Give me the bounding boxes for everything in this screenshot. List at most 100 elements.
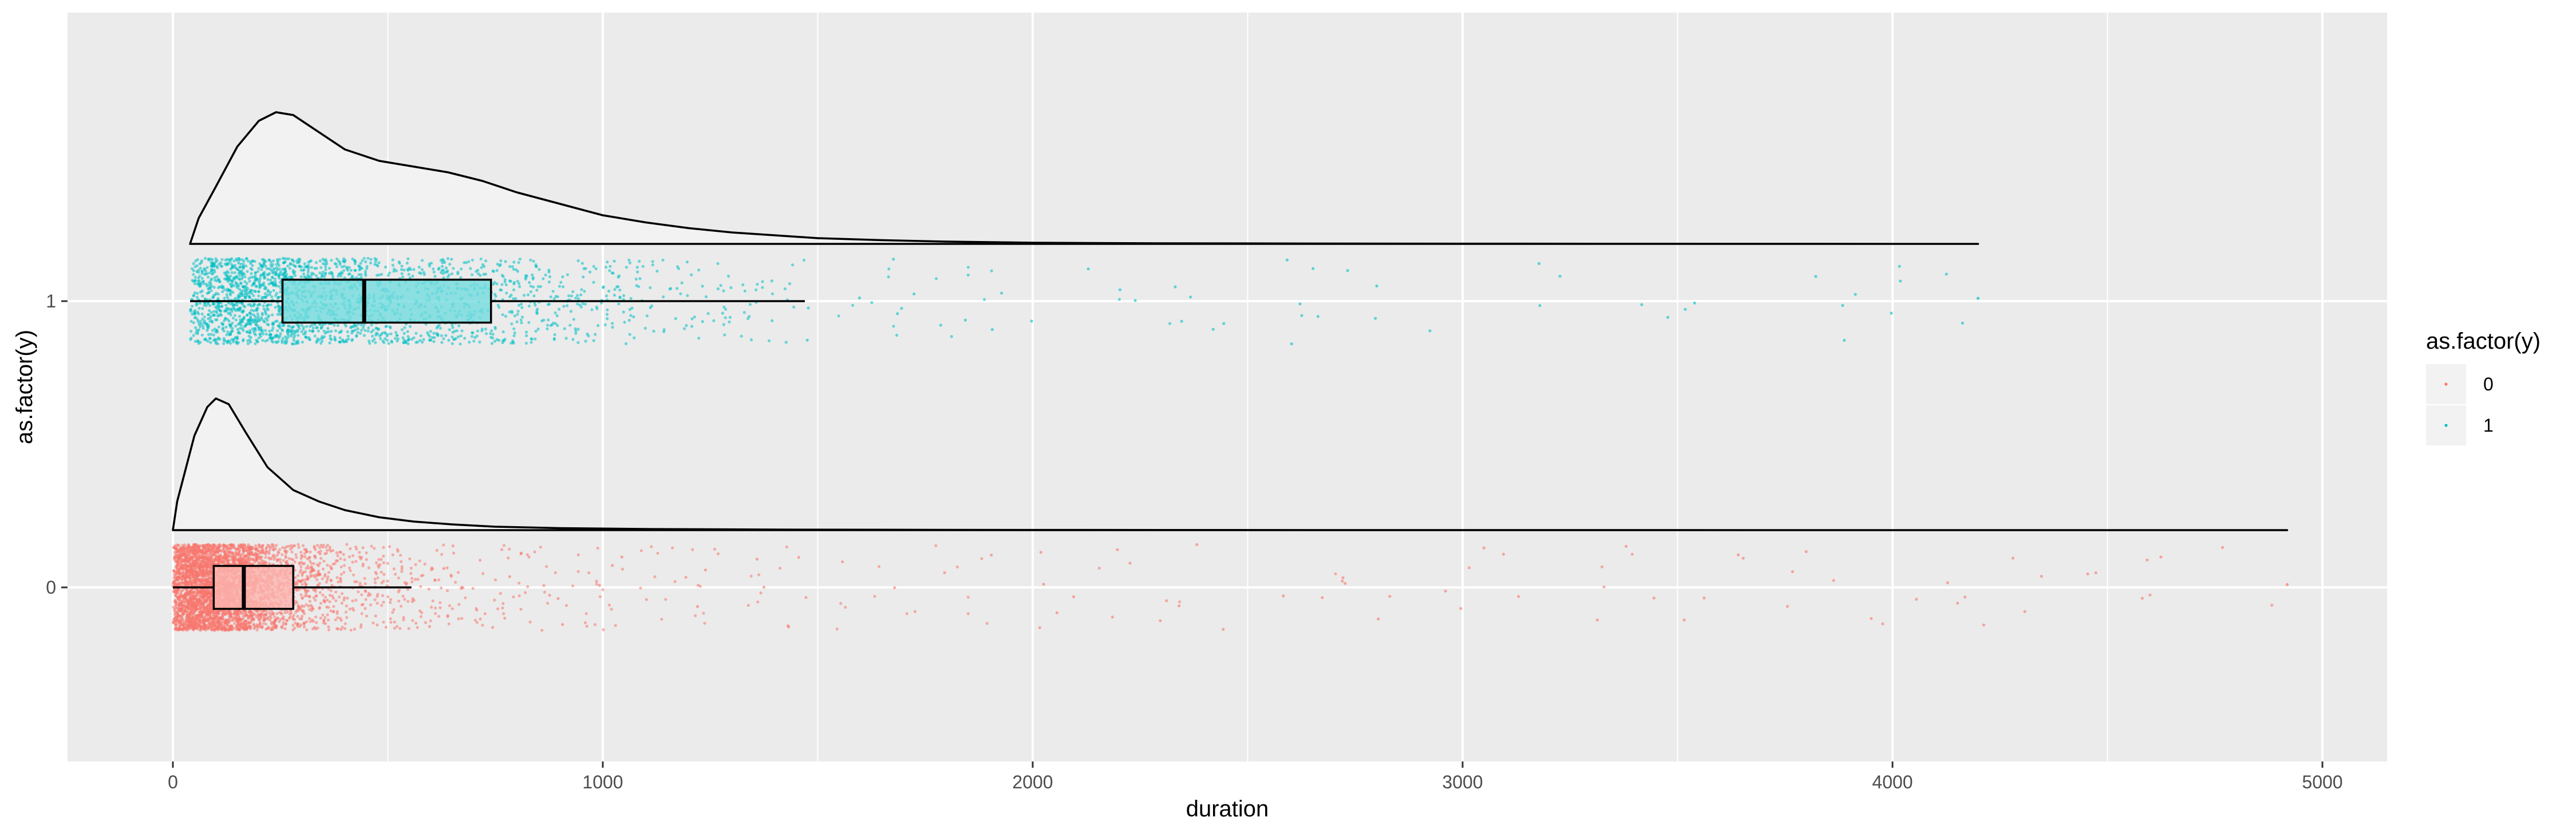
data-point: [468, 341, 471, 344]
data-point: [547, 270, 551, 274]
data-point: [272, 554, 275, 557]
data-point: [268, 546, 272, 550]
data-point: [283, 611, 287, 614]
data-point: [483, 612, 487, 615]
data-point: [279, 618, 282, 621]
data-point: [195, 598, 199, 601]
data-point: [315, 578, 319, 582]
data-point: [364, 607, 367, 610]
data-point: [1502, 552, 1506, 556]
data-point: [361, 564, 365, 568]
data-point: [1341, 579, 1344, 583]
data-point: [325, 605, 329, 609]
data-point: [334, 559, 338, 563]
data-point: [661, 258, 665, 262]
data-point: [2140, 597, 2144, 600]
data-point: [358, 584, 362, 587]
data-point: [289, 615, 292, 618]
data-point: [352, 609, 355, 612]
data-point: [445, 566, 449, 570]
data-point: [508, 547, 511, 551]
data-point: [549, 295, 552, 299]
data-point: [316, 543, 319, 547]
data-point: [202, 625, 206, 628]
data-point: [283, 550, 287, 553]
data-point: [233, 610, 236, 614]
data-point: [326, 563, 329, 567]
data-point: [212, 558, 216, 561]
data-point: [342, 552, 345, 556]
data-point: [282, 618, 286, 621]
data-point: [272, 612, 275, 615]
data-point: [393, 620, 396, 624]
data-point: [374, 571, 377, 574]
data-point: [327, 571, 331, 574]
data-point: [319, 616, 322, 620]
data-point: [429, 619, 432, 622]
data-point: [314, 548, 317, 551]
data-point: [762, 586, 766, 589]
data-point: [395, 625, 399, 628]
data-point: [303, 570, 307, 574]
data-point: [334, 329, 338, 333]
data-point: [234, 555, 237, 558]
data-point: [590, 308, 594, 311]
data-point: [190, 626, 193, 630]
data-point: [214, 624, 218, 627]
data-point: [172, 605, 175, 609]
data-point: [241, 552, 244, 555]
data-point: [471, 587, 475, 590]
data-point: [610, 607, 613, 611]
data-point: [308, 559, 312, 563]
data-point: [493, 578, 497, 582]
data-point: [294, 610, 298, 614]
data-point: [650, 545, 653, 548]
data-point: [351, 560, 354, 564]
data-point: [357, 590, 360, 594]
data-point: [289, 609, 293, 613]
data-point: [220, 626, 223, 630]
data-point: [757, 573, 761, 577]
data-point: [410, 580, 414, 583]
data-point: [279, 560, 282, 564]
data-point: [200, 591, 203, 594]
data-point: [244, 622, 248, 626]
data-point: [190, 590, 194, 594]
data-point: [206, 610, 209, 613]
data-point: [336, 616, 339, 619]
data-point: [275, 544, 278, 547]
data-point: [339, 557, 342, 560]
data-point: [302, 544, 305, 547]
data-point: [943, 571, 946, 574]
data-point: [401, 594, 405, 598]
data-point: [303, 552, 306, 555]
data-point: [2270, 603, 2274, 607]
data-point: [173, 583, 176, 587]
data-point: [934, 544, 938, 547]
data-point: [308, 617, 311, 620]
data-point: [232, 259, 236, 263]
data-point: [282, 615, 285, 618]
data-point: [1222, 627, 1225, 631]
data-point: [205, 569, 208, 572]
data-point: [432, 267, 435, 271]
data-point: [189, 582, 193, 586]
data-point: [278, 611, 281, 614]
data-point: [294, 553, 298, 556]
data-point: [224, 628, 227, 631]
data-point: [285, 619, 289, 622]
data-point: [193, 316, 196, 319]
data-point: [528, 281, 531, 285]
data-point: [935, 277, 938, 281]
data-point: [227, 550, 231, 554]
data-point: [454, 581, 457, 584]
data-point: [183, 547, 186, 551]
data-point: [174, 603, 177, 607]
data-point: [333, 562, 337, 565]
data-point: [501, 313, 504, 317]
data-point: [297, 606, 301, 609]
data-point: [236, 623, 240, 627]
data-point: [364, 590, 368, 593]
data-point: [399, 554, 402, 557]
data-point: [218, 549, 221, 552]
